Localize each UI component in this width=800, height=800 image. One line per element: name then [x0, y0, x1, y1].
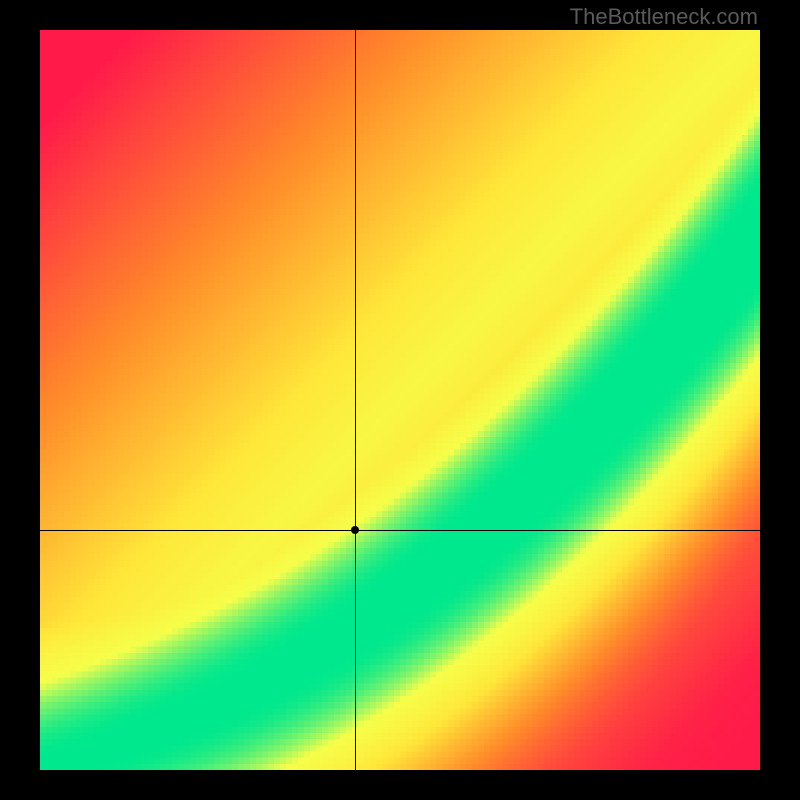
crosshair-marker — [351, 526, 359, 534]
crosshair-horizontal — [40, 530, 760, 531]
watermark-text: TheBottleneck.com — [570, 4, 758, 30]
chart-container: TheBottleneck.com — [0, 0, 800, 800]
crosshair-vertical — [355, 30, 356, 770]
bottleneck-heatmap — [40, 30, 760, 770]
